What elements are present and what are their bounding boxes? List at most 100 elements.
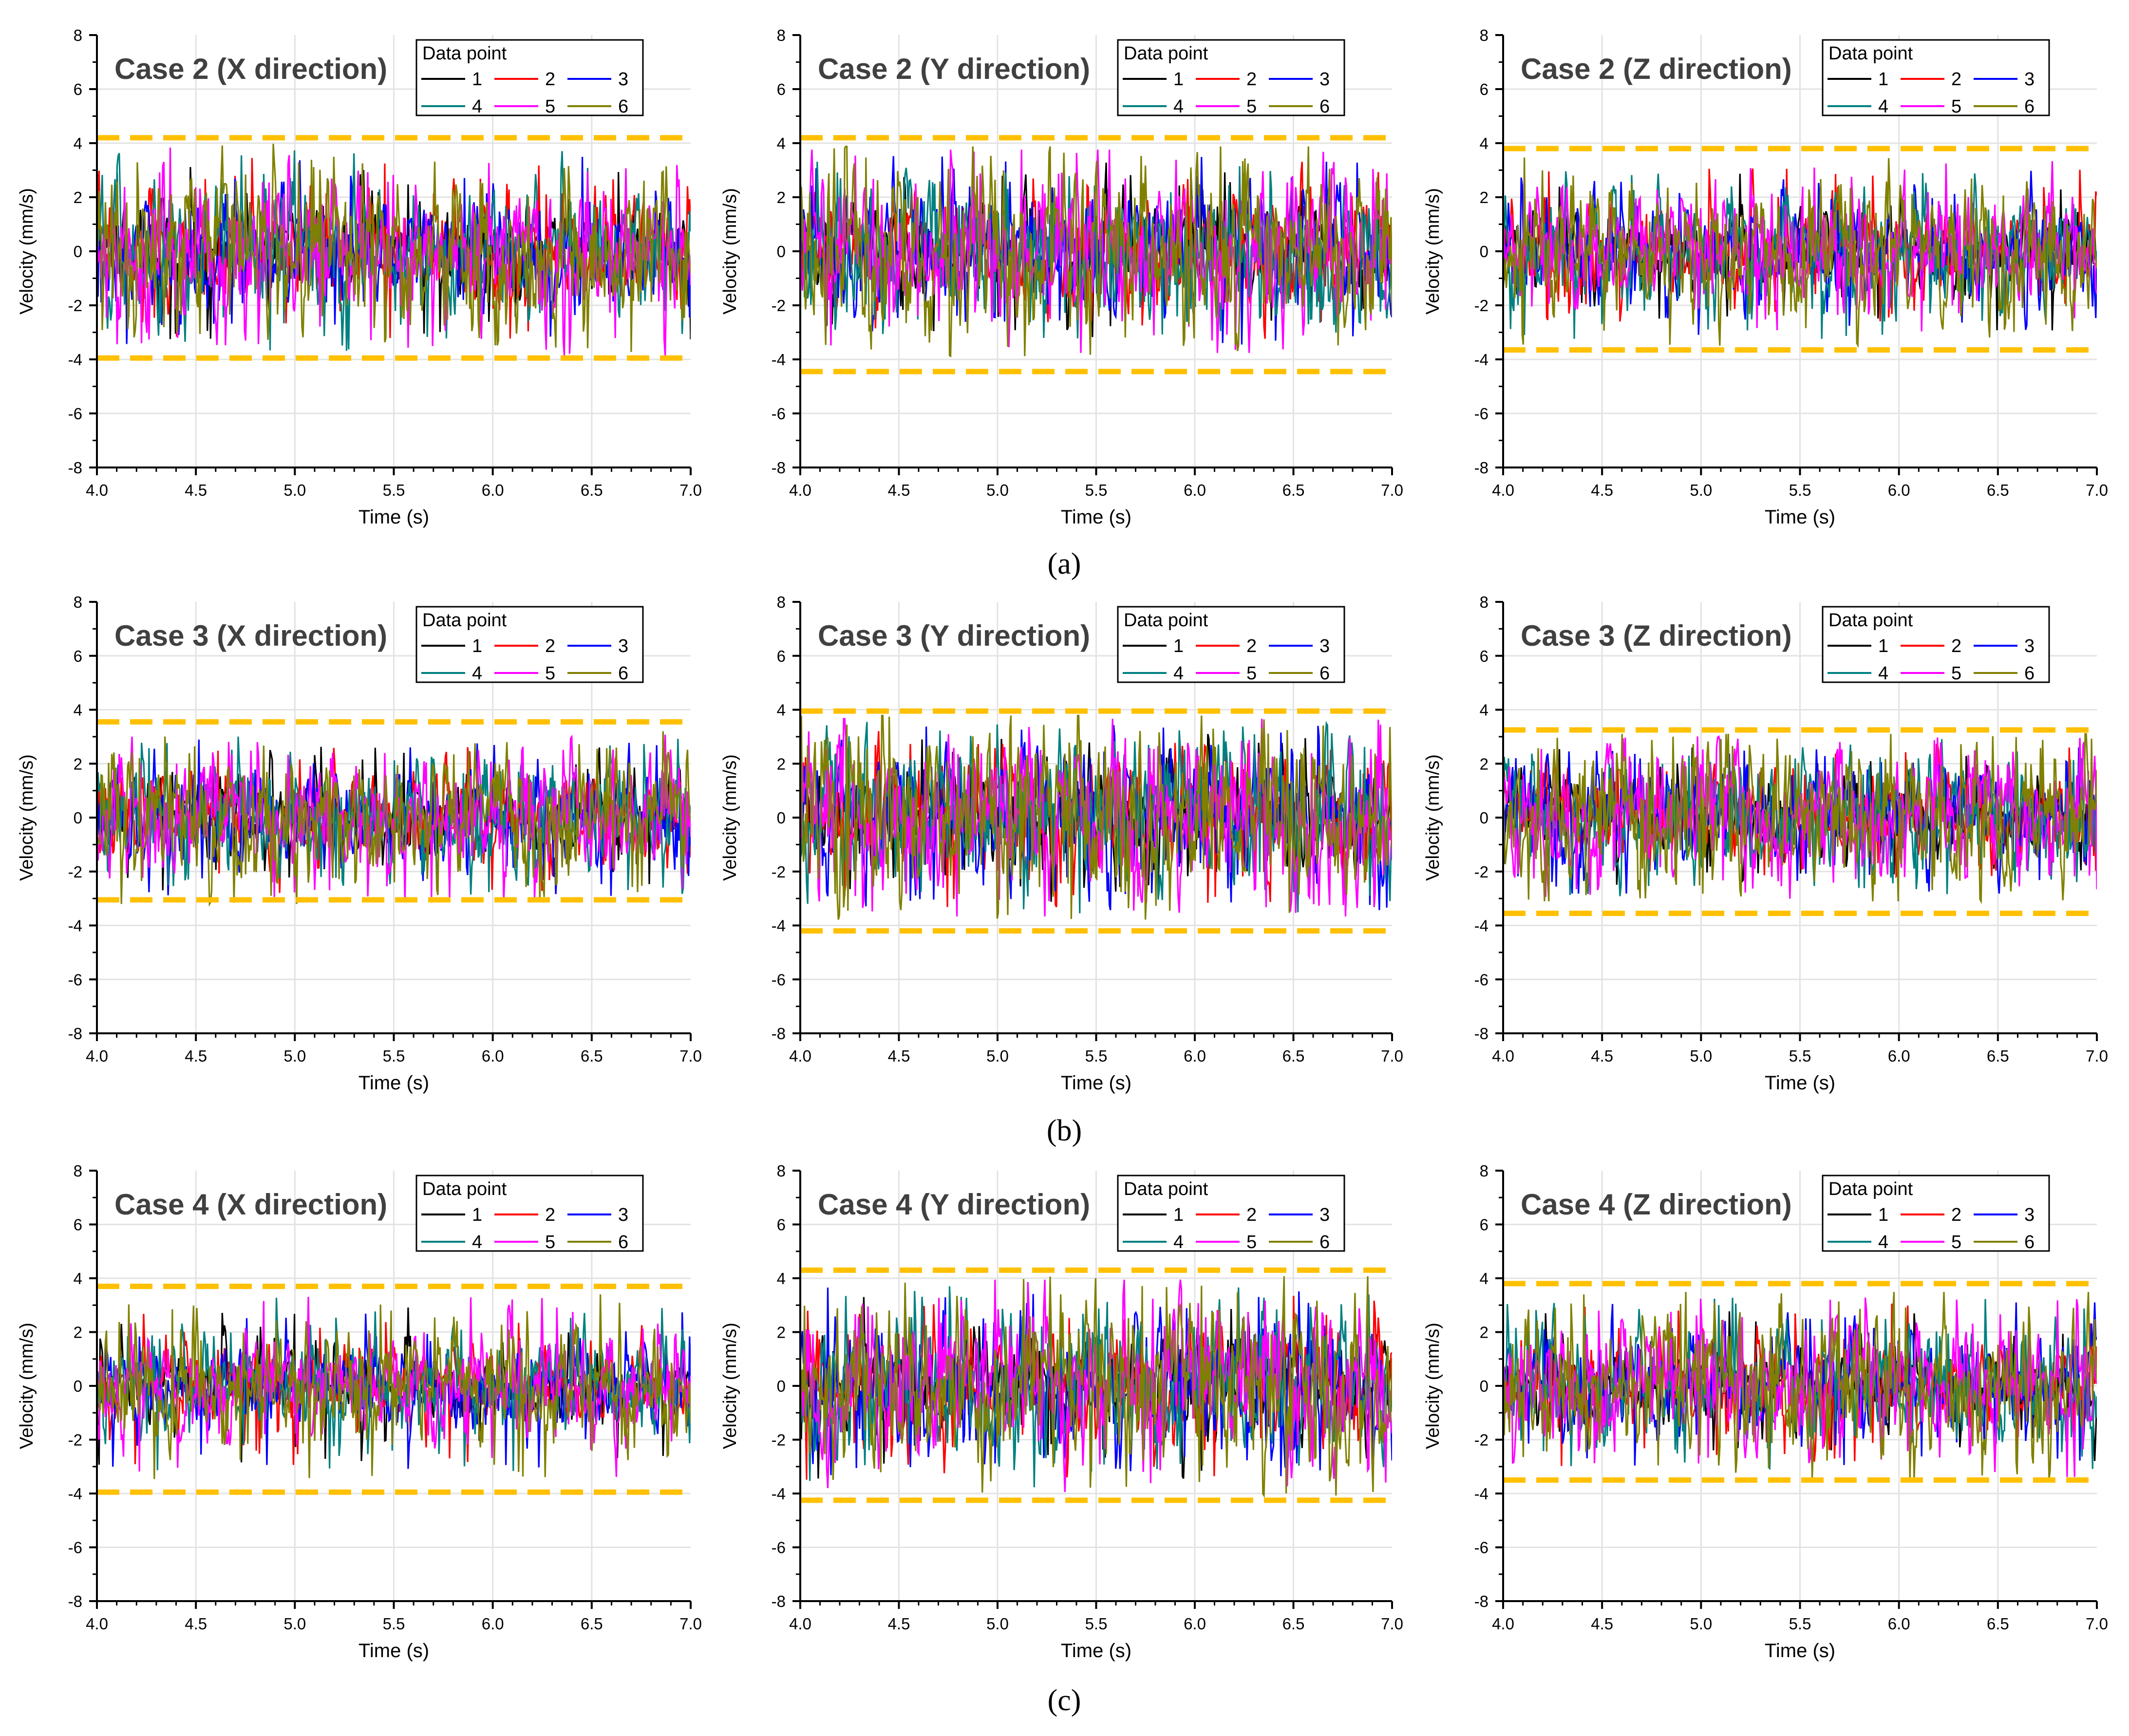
y-tick-label: 8	[777, 26, 786, 44]
y-tick-label: -8	[1474, 459, 1488, 477]
figure-caption: (c)	[1048, 1684, 1081, 1717]
legend-title: Data point	[422, 43, 507, 64]
series-6-line	[1503, 1292, 2097, 1480]
y-axis-label: Velocity (mm/s)	[720, 754, 740, 881]
y-tick-label: 6	[74, 80, 82, 98]
y-tick-label: -4	[1474, 917, 1488, 935]
chart-title: Case 2 (Y direction)	[818, 53, 1090, 85]
y-tick-label: 6	[74, 647, 82, 665]
x-tick-label: 5.0	[283, 1615, 306, 1633]
x-tick-label: 6.5	[1987, 481, 2009, 499]
x-tick-label: 4.5	[1591, 1047, 1613, 1065]
legend-label-6: 6	[2024, 96, 2035, 117]
y-tick-label: 2	[74, 1324, 82, 1342]
legend-label-5: 5	[545, 1232, 555, 1252]
legend-label-4: 4	[1878, 663, 1888, 684]
y-tick-label: 4	[74, 134, 82, 152]
y-tick-label: 2	[1480, 188, 1488, 206]
x-tick-label: 4.0	[1492, 1615, 1514, 1633]
series-3-line	[1503, 747, 2097, 894]
x-tick-label: 4.5	[888, 481, 910, 499]
y-tick-label: 6	[1480, 80, 1488, 98]
legend-label-3: 3	[2024, 1205, 2035, 1225]
y-tick-label: 4	[1480, 1269, 1488, 1288]
series-5-line	[1503, 1297, 2097, 1477]
x-tick-label: 6.0	[482, 1615, 504, 1633]
y-tick-label: -2	[772, 297, 786, 315]
y-tick-label: 8	[1480, 593, 1488, 611]
y-tick-label: 0	[777, 243, 786, 261]
x-tick-label: 4.0	[1492, 1047, 1514, 1065]
legend-label-4: 4	[472, 1232, 482, 1252]
legend-title: Data point	[1828, 43, 1913, 64]
series-5-line	[97, 147, 691, 356]
y-tick-label: -2	[772, 1431, 786, 1449]
y-tick-label: -4	[68, 917, 82, 935]
legend-label-4: 4	[1173, 1232, 1184, 1252]
legend-label-6: 6	[618, 1232, 628, 1252]
x-tick-label: 7.0	[2086, 1615, 2108, 1633]
x-axis-label: Time (s)	[358, 1640, 429, 1661]
figure-caption: (b)	[1047, 1114, 1082, 1147]
x-axis-label: Time (s)	[1061, 1072, 1131, 1094]
series-6-line	[97, 144, 691, 352]
x-tick-label: 6.5	[581, 1615, 603, 1633]
y-tick-label: -6	[772, 405, 786, 423]
x-tick-label: 4.0	[789, 481, 811, 499]
x-tick-label: 5.0	[1690, 1047, 1712, 1065]
chart-panel-7: 8 6 4 2 0 -2 -4 -6 -84.0 4.5 5.0 5.5 6.0 6.5 7.0 Time (…	[17, 1162, 702, 1661]
x-tick-label: 5.0	[986, 481, 1009, 499]
chart-panel-4: 8 6 4 2 0 -2 -4 -6 -84.0 4.5 5.0 5.5 6.0 6.5 7.0 Time (…	[17, 593, 702, 1094]
legend-box	[415, 606, 644, 683]
legend-label-2: 2	[1951, 1205, 1961, 1225]
y-tick-label: -6	[1474, 405, 1488, 423]
y-tick-label: 0	[777, 1377, 786, 1395]
y-tick-label: 4	[74, 1269, 82, 1288]
chart-panel-1: 8 6 4 2 0 -2 -4 -6 -84.0 4.5 5.0 5.5 6.0 6.5 7.0 Time (…	[17, 26, 702, 528]
legend-label-4: 4	[1878, 1232, 1888, 1252]
x-tick-label: 6.5	[1282, 1615, 1305, 1633]
x-tick-label: 4.0	[86, 1047, 108, 1065]
y-tick-label: -4	[772, 1485, 786, 1503]
legend-title: Data point	[1124, 1179, 1208, 1199]
x-tick-label: 7.0	[679, 481, 702, 499]
y-tick-label: -6	[68, 971, 82, 989]
y-tick-label: 4	[777, 1269, 786, 1288]
x-tick-label: 4.5	[1591, 481, 1613, 499]
x-axis-label: Time (s)	[1061, 1640, 1131, 1661]
x-tick-label: 6.0	[1888, 1047, 1910, 1065]
chart-title: Case 4 (Y direction)	[818, 1188, 1090, 1221]
y-tick-label: -4	[68, 1485, 82, 1503]
legend-label-5: 5	[1951, 663, 1961, 684]
legend-label-3: 3	[2024, 69, 2035, 90]
legend-label-1: 1	[472, 69, 482, 90]
y-axis-label: Velocity (mm/s)	[720, 188, 740, 315]
y-tick-label: -2	[68, 297, 82, 315]
legend-label-5: 5	[1246, 1232, 1257, 1252]
y-tick-label: 8	[777, 1162, 786, 1180]
x-tick-label: 6.0	[1888, 1615, 1910, 1633]
legend-title: Data point	[1828, 610, 1913, 631]
legend-label-6: 6	[1319, 96, 1330, 117]
y-axis-label: Velocity (mm/s)	[720, 1323, 740, 1449]
y-tick-label: -8	[772, 1592, 786, 1610]
x-tick-label: 5.5	[1789, 1615, 1811, 1633]
legend-label-2: 2	[1246, 1205, 1257, 1225]
y-tick-label: -8	[68, 1592, 82, 1610]
y-tick-label: 4	[74, 701, 82, 719]
x-tick-label: 4.5	[185, 1615, 207, 1633]
legend-title: Data point	[1124, 43, 1208, 64]
legend-box	[1117, 39, 1345, 116]
legend-label-4: 4	[472, 96, 482, 117]
x-axis-label: Time (s)	[1765, 1640, 1835, 1661]
series-6-line	[97, 1294, 691, 1479]
legend-label-2: 2	[545, 69, 555, 90]
x-tick-label: 6.0	[1888, 481, 1910, 499]
y-tick-label: 6	[777, 1216, 786, 1234]
x-axis-label: Time (s)	[1061, 506, 1131, 528]
x-tick-label: 6.5	[1282, 1047, 1305, 1065]
y-tick-label: 0	[74, 809, 82, 827]
legend-box	[1822, 606, 2050, 683]
y-axis-label: Velocity (mm/s)	[1423, 188, 1443, 315]
y-tick-label: 2	[74, 188, 82, 206]
